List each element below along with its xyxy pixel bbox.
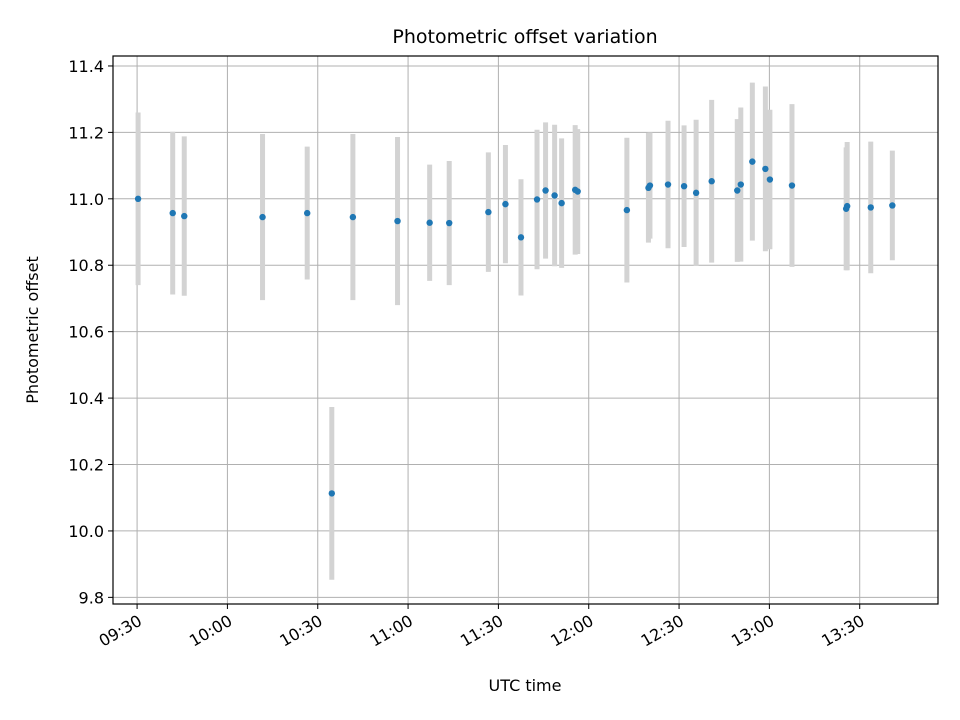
y-tick-label: 9.8: [79, 588, 104, 607]
y-tick-label: 10.8: [68, 256, 104, 275]
data-points: [134, 158, 896, 497]
data-point: [692, 189, 700, 197]
y-tick-label: 11.0: [68, 190, 104, 209]
y-axis-label: Photometric offset: [23, 256, 42, 404]
data-point: [623, 206, 631, 214]
data-point: [766, 176, 774, 183]
data-point: [502, 200, 509, 208]
data-point: [867, 204, 874, 211]
data-point: [737, 181, 744, 188]
data-point: [734, 187, 741, 194]
x-tick-label: 12:30: [638, 611, 687, 651]
data-point: [843, 202, 851, 210]
x-tick-label: 13:30: [818, 611, 867, 651]
y-axis-ticks: 9.8 10.0 10.2 10.4 10.6 10.8 11.0 11.2 11.4: [68, 57, 113, 607]
data-point: [134, 195, 142, 203]
x-axis-label: UTC time: [489, 676, 562, 695]
data-point: [749, 158, 756, 165]
x-tick-label: 12:00: [547, 611, 596, 651]
data-point: [788, 182, 796, 189]
data-point: [181, 212, 188, 220]
data-point: [328, 490, 335, 497]
y-tick-label: 10.2: [68, 456, 104, 475]
data-point: [426, 219, 433, 226]
data-point: [664, 181, 672, 188]
x-tick-label: 11:30: [457, 611, 506, 651]
x-tick-label: 13:00: [728, 611, 777, 651]
data-point: [646, 182, 654, 189]
data-point: [889, 202, 896, 209]
y-tick-label: 10.0: [68, 522, 104, 541]
y-tick-label: 10.4: [68, 389, 104, 408]
data-point: [680, 182, 688, 190]
data-point: [574, 188, 581, 195]
data-point: [517, 234, 525, 241]
data-point: [169, 209, 176, 217]
data-point: [533, 196, 541, 203]
data-point: [394, 217, 401, 225]
data-point: [304, 209, 311, 217]
plot-frame: [112, 55, 939, 605]
data-point: [259, 213, 266, 221]
data-point: [708, 178, 715, 185]
y-tick-label: 11.2: [68, 123, 104, 142]
x-tick-label: 10:00: [186, 611, 235, 651]
x-axis-ticks: 09:30 10:00 10:30 11:00 11:30 12:00 12:30 13:00…: [96, 604, 868, 651]
y-tick-label: 10.6: [68, 323, 104, 342]
data-point: [542, 187, 549, 194]
data-point: [349, 213, 357, 221]
grid: [113, 56, 938, 604]
chart-title: Photometric offset variation: [392, 26, 657, 48]
data-point: [762, 165, 769, 173]
x-tick-label: 10:30: [276, 611, 325, 651]
data-point: [446, 219, 453, 227]
data-point: [558, 199, 565, 207]
x-tick-label: 11:00: [367, 611, 416, 651]
y-tick-label: 11.4: [68, 57, 104, 76]
x-tick-label: 09:30: [96, 611, 145, 651]
data-point: [551, 192, 558, 199]
data-point: [485, 208, 492, 216]
